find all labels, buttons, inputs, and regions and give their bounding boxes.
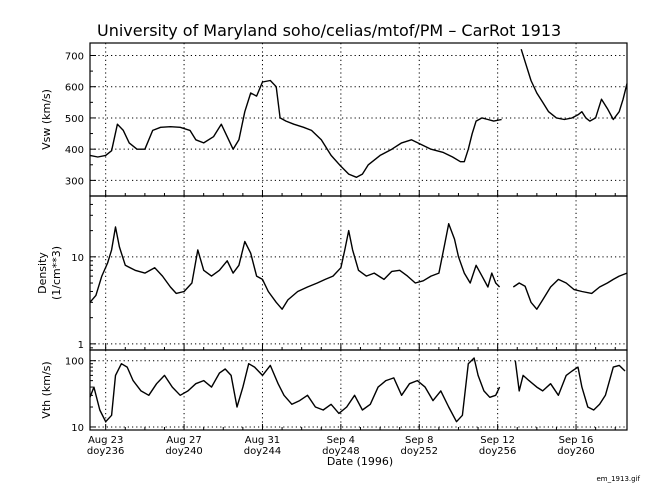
- vth-ylabel: Vth (km/s): [40, 361, 53, 418]
- footer-label: em_1913.gif: [596, 475, 640, 483]
- density-frame: [89, 195, 628, 351]
- vth-ytick-label-0: 10: [71, 423, 84, 434]
- x-tick-date-6: Sep 16: [559, 435, 594, 446]
- x-tick-date-0: Aug 23: [88, 435, 123, 446]
- vth-ytick-label-1: 100: [65, 357, 84, 368]
- x-tick-doy-1: doy240: [165, 446, 202, 457]
- x-tick-date-4: Sep 8: [405, 435, 433, 446]
- vsw-ytick-label-2: 500: [65, 114, 84, 125]
- x-tick-doy-6: doy260: [557, 446, 594, 457]
- x-tick-doy-4: doy252: [401, 446, 438, 457]
- vsw-series-line-1: [520, 48, 628, 122]
- vsw-series-line-0: [89, 79, 502, 178]
- density-panel: 1 10 Density (1/cm**3): [36, 195, 628, 351]
- density-ylabel-line1: Density: [36, 252, 49, 294]
- vsw-ytick-label-1: 400: [65, 145, 84, 156]
- x-tick-doy-2: doy244: [244, 446, 281, 457]
- density-ytick-label-0: 1: [78, 340, 84, 351]
- x-tick-date-1: Aug 27: [166, 435, 201, 446]
- vsw-panel: 300 400 500 600 700 Vsw (km/s): [40, 42, 628, 197]
- x-tick-date-3: Sep 4: [327, 435, 355, 446]
- x-tick-doy-3: doy248: [322, 446, 359, 457]
- vth-frame: [89, 349, 628, 431]
- x-tick-date-2: Aug 31: [245, 435, 280, 446]
- x-tick-date-5: Sep 12: [480, 435, 515, 446]
- vth-series-line-0: [89, 357, 501, 423]
- density-series-line-1: [512, 272, 628, 310]
- chart-title: University of Maryland soho/celias/mtof/…: [97, 21, 561, 40]
- density-series-line-0: [89, 223, 501, 310]
- x-tick-doy-5: doy256: [479, 446, 516, 457]
- vth-series-line-1: [514, 360, 626, 411]
- vsw-ylabel: Vsw (km/s): [40, 89, 53, 150]
- vsw-ytick-label-0: 300: [65, 176, 84, 187]
- x-tick-doy-0: doy236: [87, 446, 124, 457]
- vsw-ytick-label-3: 600: [65, 83, 84, 94]
- x-axis-label: Date (1996): [327, 455, 393, 468]
- density-ylabel-line2: (1/cm**3): [50, 246, 63, 300]
- density-ytick-label-1: 10: [71, 253, 84, 264]
- vsw-ytick-label-4: 700: [65, 51, 84, 62]
- vth-panel: 10 100 Vth (km/s): [40, 349, 628, 434]
- vsw-frame: [89, 42, 628, 197]
